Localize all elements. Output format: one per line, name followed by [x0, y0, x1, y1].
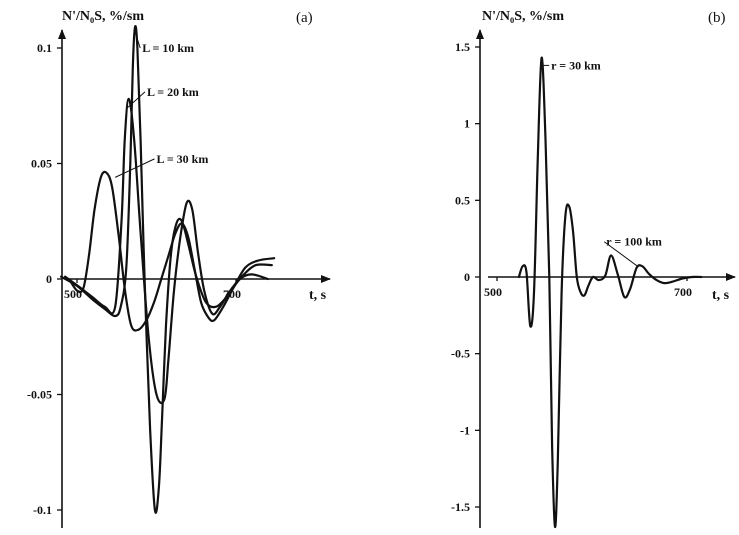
x-axis-arrow	[321, 275, 331, 283]
y-tick-label: 0	[464, 270, 470, 284]
y-axis-arrow	[58, 29, 66, 39]
panel-b-xlabel: t, s	[712, 288, 730, 303]
y-tick-label: 0	[46, 272, 52, 286]
series-line-b-0	[517, 56, 703, 529]
series-annotation: L = 20 km	[147, 85, 199, 99]
y-tick-label: -0.05	[27, 388, 52, 402]
y-tick-label: -1	[460, 423, 470, 437]
y-tick-label: 0.5	[455, 193, 470, 207]
x-tick-label: 500	[484, 285, 502, 299]
annotation-leader	[134, 31, 141, 49]
series-line-a-0	[60, 25, 269, 514]
series-annotation: L = 10 km	[142, 41, 194, 55]
y-tick-label: -0.1	[33, 503, 52, 517]
y-tick-label: 0.05	[31, 157, 52, 171]
panel-a-ylabel: N'/N₀S, %/sm	[62, 9, 144, 24]
panel-a: (a) N'/N₀S, %/sm t, s 0.10.050-0.05-0.15…	[27, 9, 331, 528]
x-tick-label: 700	[674, 285, 692, 299]
series-annotation: r = 100 km	[606, 235, 662, 249]
x-axis-arrow	[726, 273, 736, 281]
y-tick-label: 1.5	[455, 40, 470, 54]
panel-a-label: (a)	[296, 10, 313, 26]
y-axis-arrow	[476, 29, 484, 39]
y-tick-label: 1	[464, 117, 470, 131]
series-line-a-1	[63, 97, 273, 405]
series-annotation: L = 30 km	[157, 152, 209, 166]
y-tick-label: -0.5	[451, 347, 470, 361]
panel-b-ylabel: N'/N₀S, %/sm	[482, 9, 564, 24]
panel-b-label: (b)	[708, 10, 726, 26]
series-line-a-2	[67, 170, 276, 332]
y-tick-label: -1.5	[451, 500, 470, 514]
panel-b: (b) N'/N₀S, %/sm t, s 1.5 1 0.5 0 -0.5 -1 -1.5…	[451, 9, 736, 529]
series-annotation: r = 30 km	[551, 58, 601, 72]
panel-a-xlabel: t, s	[309, 288, 327, 303]
y-tick-label: 0.1	[37, 41, 52, 55]
annotation-leader	[603, 241, 638, 267]
annotation-leader	[126, 91, 146, 109]
annotation-leader	[114, 158, 155, 178]
